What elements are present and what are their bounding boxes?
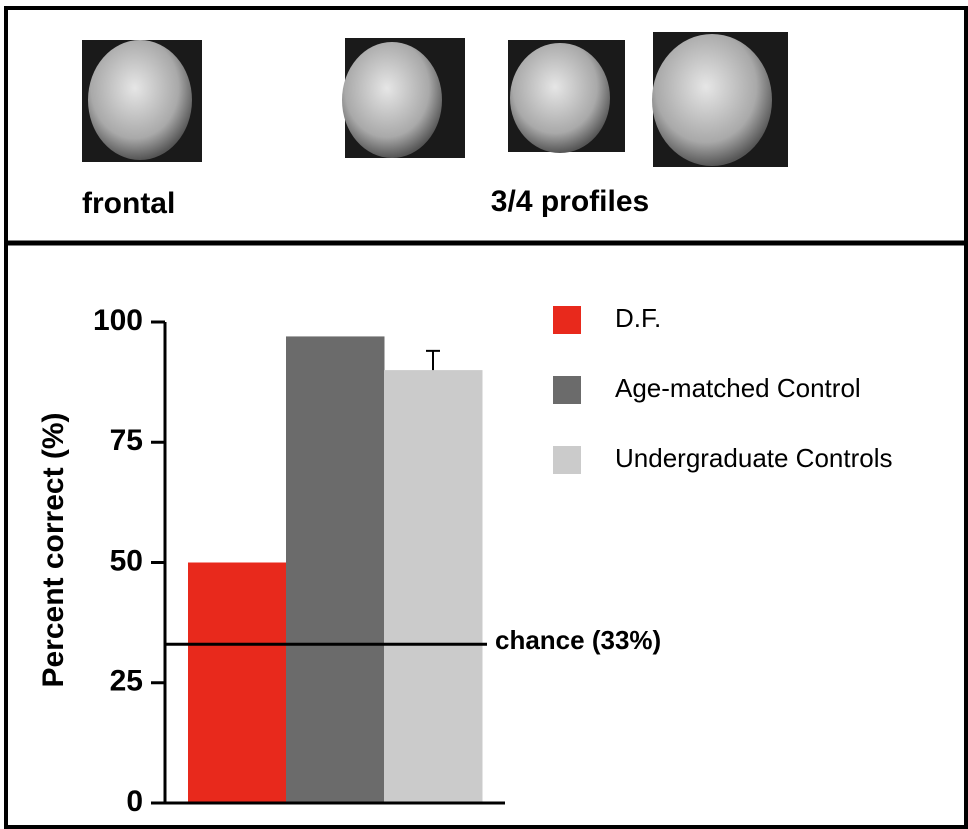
legend-label: Age-matched Control — [615, 373, 861, 403]
face — [652, 34, 772, 166]
bar — [188, 562, 287, 803]
y-tick-label: 50 — [110, 544, 143, 577]
y-tick-label: 100 — [93, 304, 143, 337]
y-axis-title: Percent correct (%) — [37, 412, 70, 687]
y-tick-label: 75 — [110, 424, 143, 457]
face — [342, 42, 442, 158]
y-tick-label: 0 — [126, 785, 143, 818]
legend-swatch — [553, 446, 581, 474]
y-tick-label: 25 — [110, 665, 143, 698]
face — [88, 40, 192, 160]
legend-label: D.F. — [615, 303, 661, 333]
face-photos — [82, 32, 788, 167]
frontal-label: frontal — [82, 187, 175, 220]
bar — [384, 370, 483, 803]
frame — [4, 6, 968, 829]
legend-label: Undergraduate Controls — [615, 443, 893, 473]
face — [510, 43, 610, 153]
legend-swatch — [553, 306, 581, 334]
profiles-label: 3/4 profiles — [491, 185, 649, 218]
bar — [286, 336, 385, 803]
chance-label: chance (33%) — [495, 625, 661, 655]
legend-swatch — [553, 376, 581, 404]
